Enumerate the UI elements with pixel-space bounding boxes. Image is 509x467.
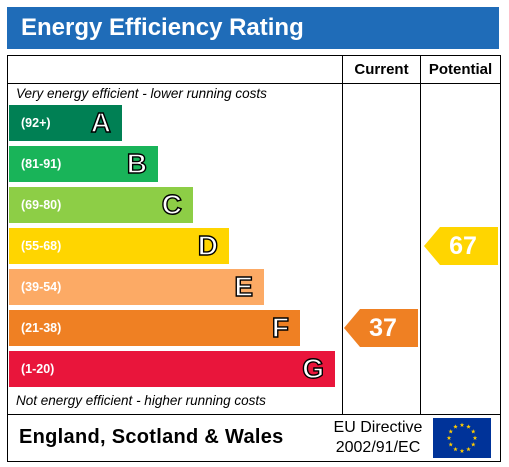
eu-directive-line1: EU Directive: [333, 419, 423, 436]
chart-title: Energy Efficiency Rating: [21, 14, 304, 41]
eu-star-icon: [466, 424, 471, 429]
eu-star-icon: [448, 442, 454, 447]
inefficient-note: Not energy efficient - higher running co…: [16, 393, 266, 408]
band-letter: E: [234, 270, 254, 302]
current-column-header: Current: [354, 61, 409, 78]
header-divider: [7, 83, 501, 84]
potential-rating-value: 67: [449, 232, 477, 260]
eu-star-icon: [470, 429, 476, 434]
band-range: (39-54): [21, 280, 62, 294]
band-b: (81-91) B: [9, 146, 158, 182]
current-column-divider: [342, 55, 343, 414]
potential-rating-arrow: [424, 227, 498, 265]
efficient-note: Very energy efficient - lower running co…: [16, 86, 267, 101]
eu-star-icon: [459, 422, 465, 427]
band-a: (92+) A: [9, 105, 122, 141]
band-range: (1-20): [21, 362, 55, 376]
band-range: (81-91): [21, 157, 62, 171]
current-rating-arrow: [344, 309, 418, 347]
band-letter: F: [271, 311, 290, 343]
potential-column-divider: [420, 55, 421, 414]
footer-region: England, Scotland & Wales: [19, 426, 284, 448]
eu-star-icon: [453, 424, 458, 429]
current-rating-marker: 37: [344, 309, 418, 347]
band-c: (69-80) C: [9, 187, 193, 223]
band-f: (21-38) F: [9, 310, 300, 346]
eu-star-icon: [453, 446, 458, 452]
potential-rating-marker: 67: [424, 227, 498, 265]
band-letter: C: [161, 188, 183, 220]
eu-star-icon: [448, 429, 454, 434]
eu-star-icon: [472, 435, 478, 440]
eu-flag-icon: [433, 418, 491, 458]
eu-directive: EU Directive 2002/91/EC: [323, 418, 433, 458]
band-d: (55-68) D: [9, 228, 229, 264]
band-range: (55-68): [21, 239, 62, 253]
band-range: (69-80): [21, 198, 62, 212]
eu-star-icon: [459, 448, 465, 453]
band-e: (39-54) E: [9, 269, 264, 305]
rating-frame: [7, 55, 501, 462]
band-letter: G: [302, 352, 325, 384]
potential-column-header: Potential: [428, 61, 493, 78]
eu-star-icon: [470, 442, 476, 447]
band-letter: D: [197, 229, 219, 261]
current-rating-value: 37: [369, 314, 397, 342]
eu-directive-line2: 2002/91/EC: [335, 439, 421, 456]
band-range: (92+): [21, 116, 51, 130]
band-g: (1-20) G: [9, 351, 335, 387]
footer-divider: [7, 414, 501, 415]
eu-star-icon: [466, 446, 471, 452]
eu-star-icon: [446, 435, 452, 440]
band-letter: B: [126, 147, 148, 179]
title-bar: Energy Efficiency Rating: [7, 7, 499, 49]
band-letter: A: [90, 106, 112, 138]
band-range: (21-38): [21, 321, 62, 335]
